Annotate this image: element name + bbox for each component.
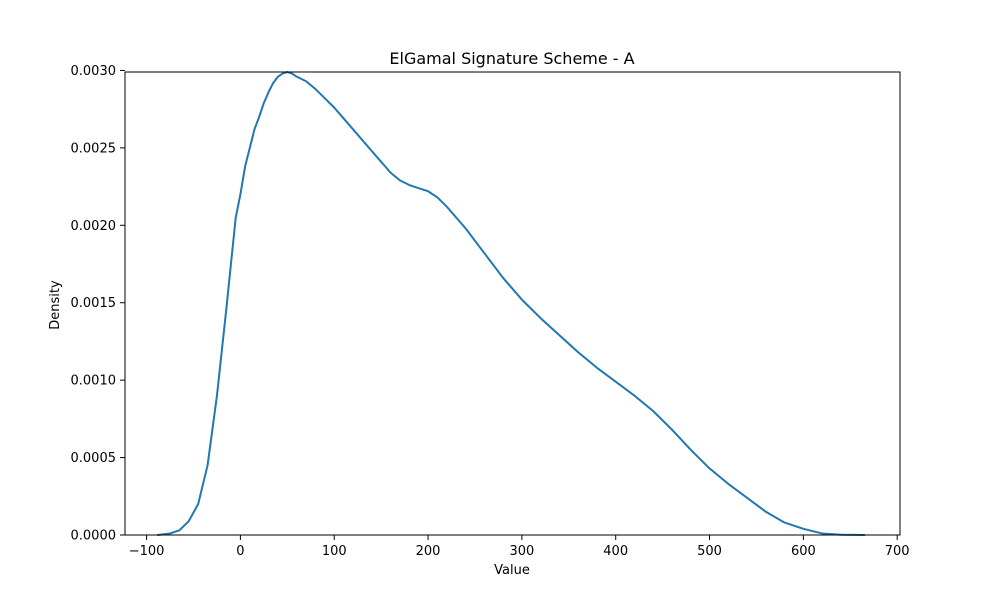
x-tick-label: 500 (697, 544, 722, 559)
y-tick-label: 0.0030 (71, 64, 117, 79)
y-tick-label: 0.0025 (71, 141, 117, 156)
y-tick-label: 0.0015 (71, 296, 117, 311)
y-tick-label: 0.0020 (71, 219, 117, 234)
x-tick-label: 200 (416, 544, 441, 559)
plot-area (124, 71, 901, 536)
x-tick-label: −100 (129, 544, 165, 559)
axes-frame (124, 71, 901, 536)
y-axis-label: Density (48, 280, 63, 330)
x-tick-label: 700 (885, 544, 910, 559)
y-tick-label: 0.0010 (71, 374, 117, 389)
series-line-0 (156, 71, 866, 536)
y-tick-label: 0.0000 (71, 529, 117, 544)
x-axis: −100 0 100 200 300 400 500 600 700 (129, 535, 910, 559)
x-tick-label: 300 (509, 544, 534, 559)
chart-title: ElGamal Signature Scheme - A (389, 49, 634, 68)
y-tick-label: 0.0005 (71, 451, 117, 466)
y-axis: 0.0000 0.0005 0.0010 0.0015 0.0020 0.0025 0.00… (71, 64, 125, 544)
x-tick-label: 600 (791, 544, 816, 559)
x-tick-label: 0 (236, 544, 244, 559)
x-tick-label: 100 (322, 544, 347, 559)
x-tick-label: 400 (603, 544, 628, 559)
x-axis-label: Value (494, 563, 530, 578)
